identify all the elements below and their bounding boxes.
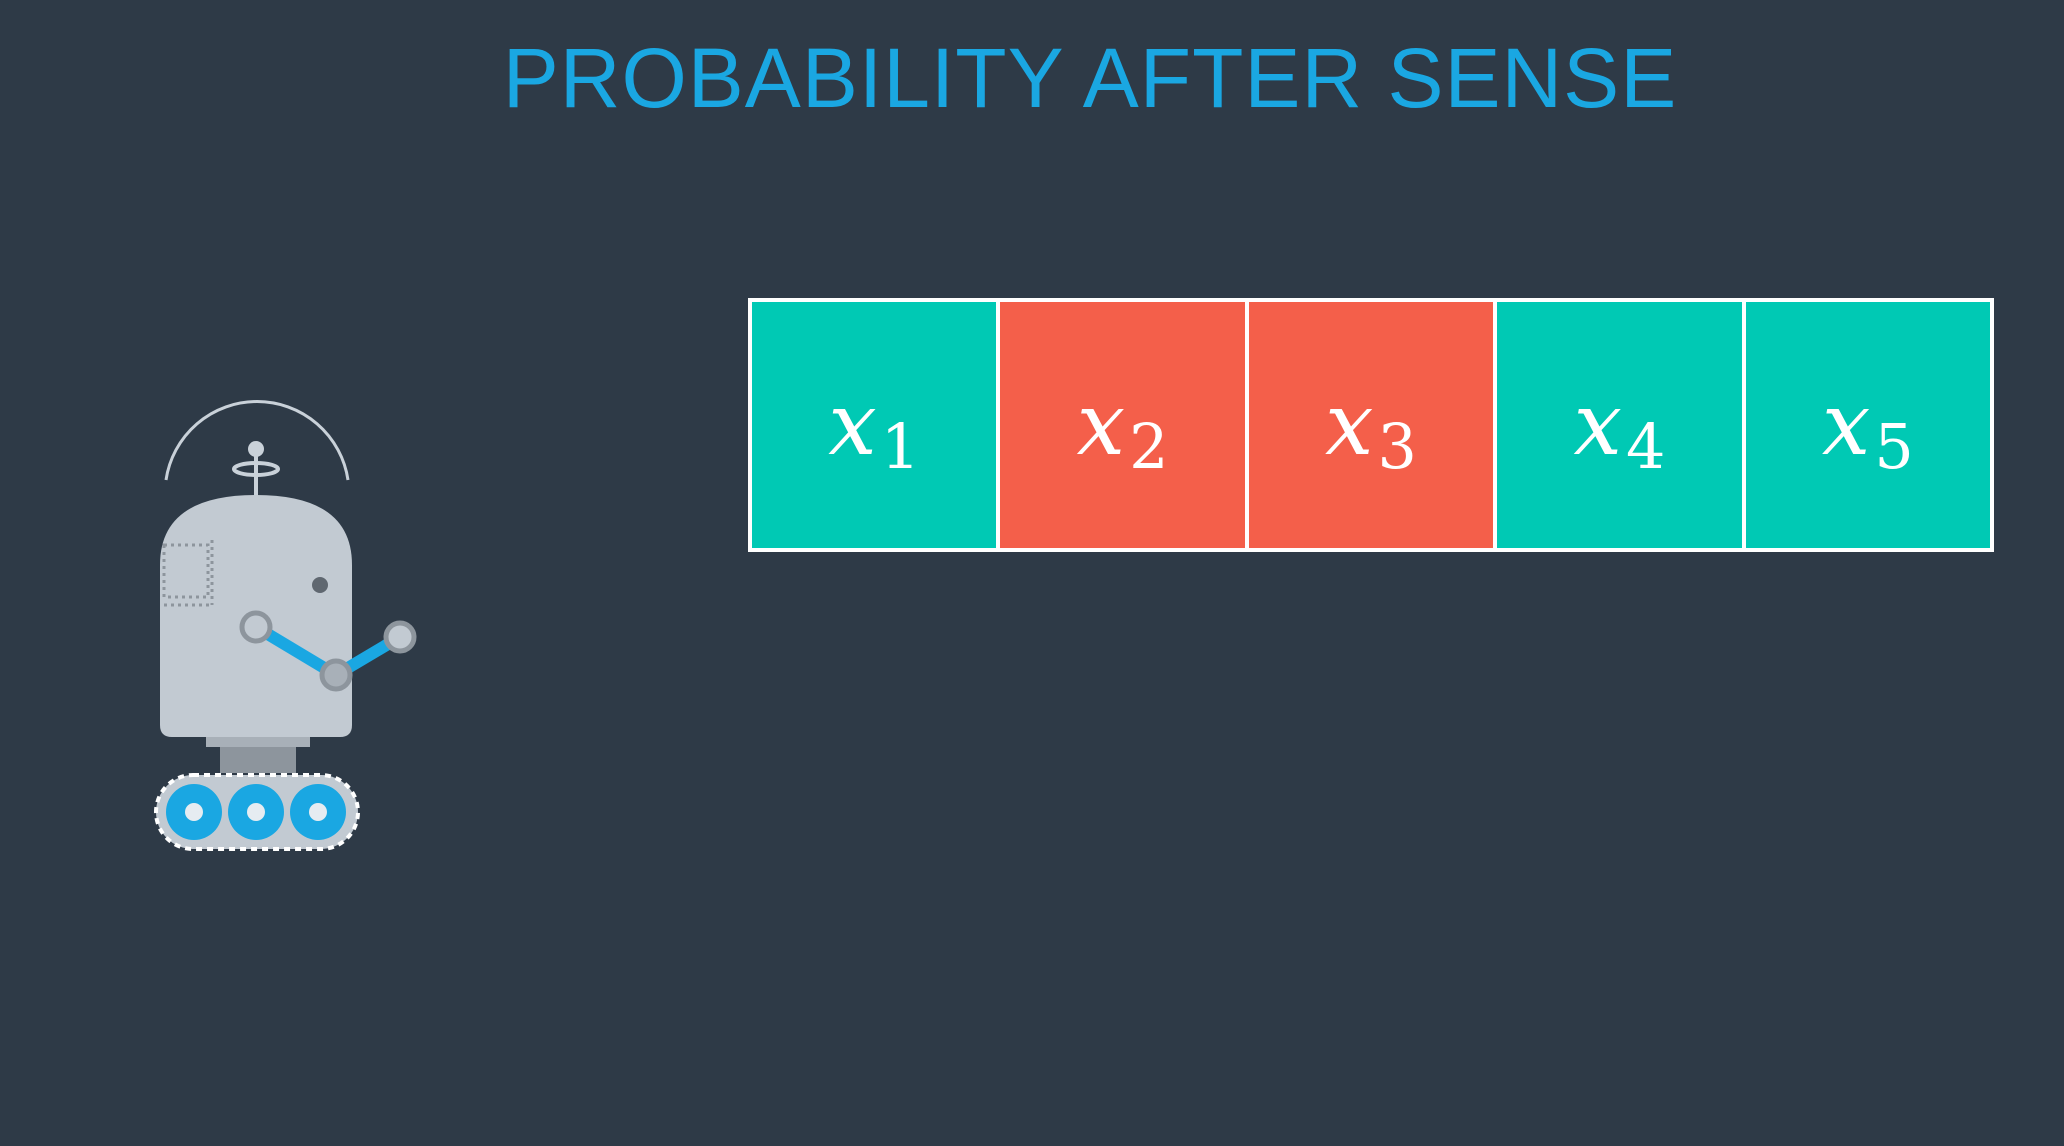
cell-subscript: 5 [1874,410,1914,483]
robot-icon [150,365,430,855]
cell-subscript: 2 [1129,410,1169,483]
cell-variable: x [1821,375,1871,475]
cell-variable: x [828,375,877,475]
cell-variable: x [1325,375,1374,475]
cell-subscript: 4 [1625,410,1666,483]
page-title: PROBABILITY AFTER SENSE [502,31,1678,125]
cell-subscript: 1 [880,410,921,483]
cell-variable: x [1573,375,1622,475]
cell-subscript: 3 [1377,410,1417,483]
cell-variable: x [1076,375,1126,475]
